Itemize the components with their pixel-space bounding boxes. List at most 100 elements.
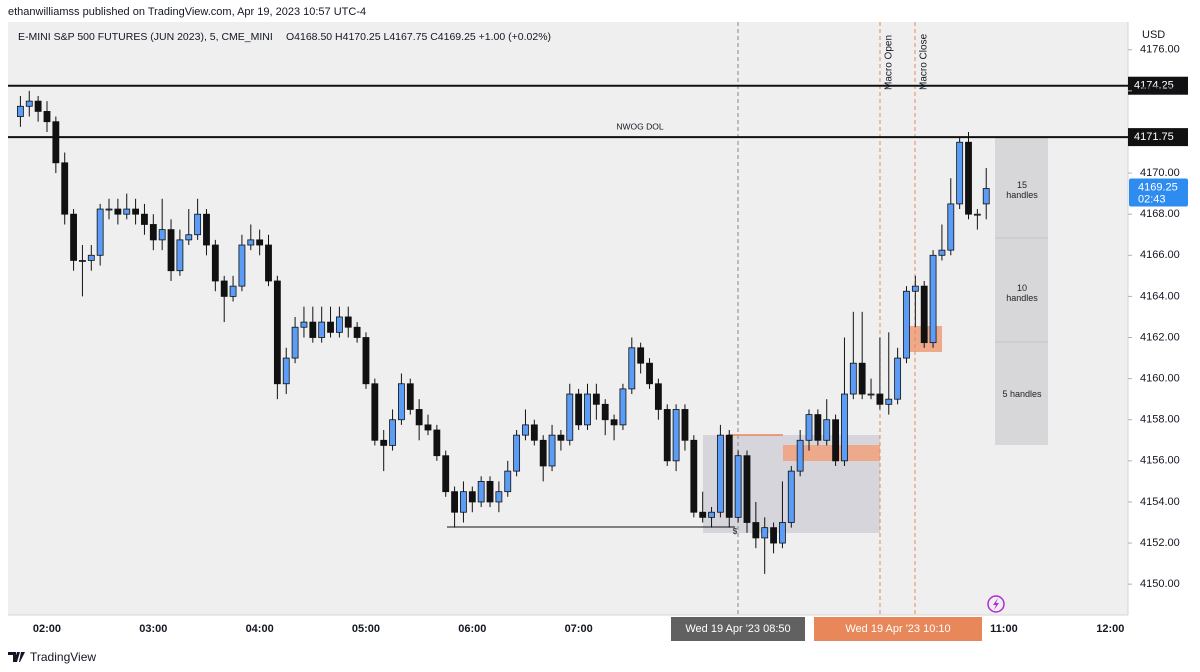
candle-body (752, 522, 760, 539)
candle-body (903, 290, 910, 359)
candle-body (220, 280, 228, 297)
candle-body (185, 234, 193, 241)
y-tick-label: 4170.00 (1140, 167, 1180, 179)
candle-body (796, 439, 804, 472)
handles-label: 10 handles (1006, 283, 1038, 303)
candle-body (353, 326, 361, 338)
candle-body (203, 213, 210, 246)
candle-body (761, 527, 769, 539)
candle-body (132, 208, 140, 215)
y-tick-label: 4174.00 (1140, 85, 1180, 97)
candle-body (468, 491, 476, 503)
y-tick-label: 4166.00 (1140, 249, 1180, 261)
candle-body (380, 439, 388, 446)
brand-name: TradingView (30, 650, 96, 664)
candle-body (282, 357, 290, 385)
candle-body (858, 362, 866, 395)
y-tick-label: 4162.00 (1140, 331, 1180, 343)
byline: ethanwilliamss published on TradingView.… (8, 6, 366, 18)
level-tag (1128, 76, 1188, 95)
handles-label: 5 handles (1002, 389, 1042, 399)
candles (16, 90, 990, 574)
x-tick-label: 11:00 (990, 623, 1018, 635)
y-tick-label: 4160.00 (1140, 373, 1180, 385)
candle-body (672, 409, 680, 462)
candle-body (929, 254, 937, 344)
candle-body (823, 419, 831, 441)
y-tick-label: 4164.00 (1140, 290, 1180, 302)
candle-body (433, 429, 441, 457)
candle-body (79, 260, 86, 262)
alert-icon[interactable] (987, 595, 1005, 613)
candle-body (876, 393, 884, 405)
candle-body (256, 239, 264, 246)
x-tick-label: 05:00 (352, 623, 380, 635)
handles-label: 15 handles (1006, 180, 1038, 200)
y-axis-label: USD (1142, 29, 1165, 41)
candle-body (956, 141, 964, 205)
candle-body (194, 213, 202, 236)
candle-body (123, 208, 131, 215)
candle-body (716, 434, 724, 513)
candle-body (530, 424, 538, 441)
time-tag: Wed 19 Apr '23 10:10 (845, 623, 950, 635)
last-price: 4169.25 (1138, 181, 1178, 193)
candle-body (291, 326, 299, 359)
candle-body (805, 414, 813, 441)
candle-body (513, 434, 521, 472)
candle-body (619, 388, 627, 426)
candle-body (575, 393, 583, 426)
candle-body (25, 100, 33, 107)
candle-body (300, 321, 308, 328)
time-tag-box (814, 617, 982, 641)
y-tick-label: 4168.00 (1140, 208, 1180, 220)
level-tag-label: 4171.75 (1134, 131, 1174, 143)
candle-body (539, 439, 547, 467)
candle-body (229, 285, 237, 297)
candle-body (814, 414, 822, 441)
candle-body (398, 383, 405, 421)
candle-body (344, 316, 352, 328)
last-price-tag (1129, 178, 1188, 207)
candle-body (141, 213, 148, 225)
macro-close-label: Macro Close (919, 33, 930, 90)
x-tick-label: 03:00 (139, 623, 167, 635)
candle-body (158, 229, 166, 241)
candle-body (309, 321, 317, 338)
candle-body (43, 111, 51, 123)
candle-body (699, 511, 707, 518)
candle-body (477, 480, 485, 503)
candle-body (415, 409, 423, 426)
candle-body (770, 527, 777, 544)
candle-body (690, 439, 698, 513)
candle-body (460, 491, 467, 513)
candle-body (592, 393, 600, 405)
x-tick-label: 12:00 (1096, 623, 1124, 635)
candle-body (601, 403, 609, 421)
candle-body (238, 244, 246, 287)
candle-body (965, 141, 972, 215)
ohlc-label: O4168.50 H4170.25 L4167.75 C4169.25 +1.0… (286, 31, 551, 43)
y-tick-label: 4154.00 (1140, 496, 1180, 508)
candle-body (708, 511, 715, 518)
macro-open-label: Macro Open (884, 35, 895, 90)
candle-body (211, 244, 219, 282)
candle-body (504, 470, 512, 493)
time-tag-box (671, 617, 805, 641)
candle-body (34, 100, 42, 112)
candle-body (982, 188, 990, 205)
fvg-box (783, 445, 880, 461)
candle-body (885, 398, 893, 405)
candle-body (894, 357, 902, 400)
axes: 4150.00 4152.00 4154.00 4156.00 4158.00 4160.… (33, 44, 1180, 635)
candle-body (725, 434, 733, 518)
candle-body (451, 491, 458, 513)
level-tag-label: 4174.25 (1134, 80, 1174, 92)
candle-body (867, 393, 875, 396)
x-tick-label: 04:00 (246, 623, 274, 635)
candle-body (105, 208, 113, 211)
